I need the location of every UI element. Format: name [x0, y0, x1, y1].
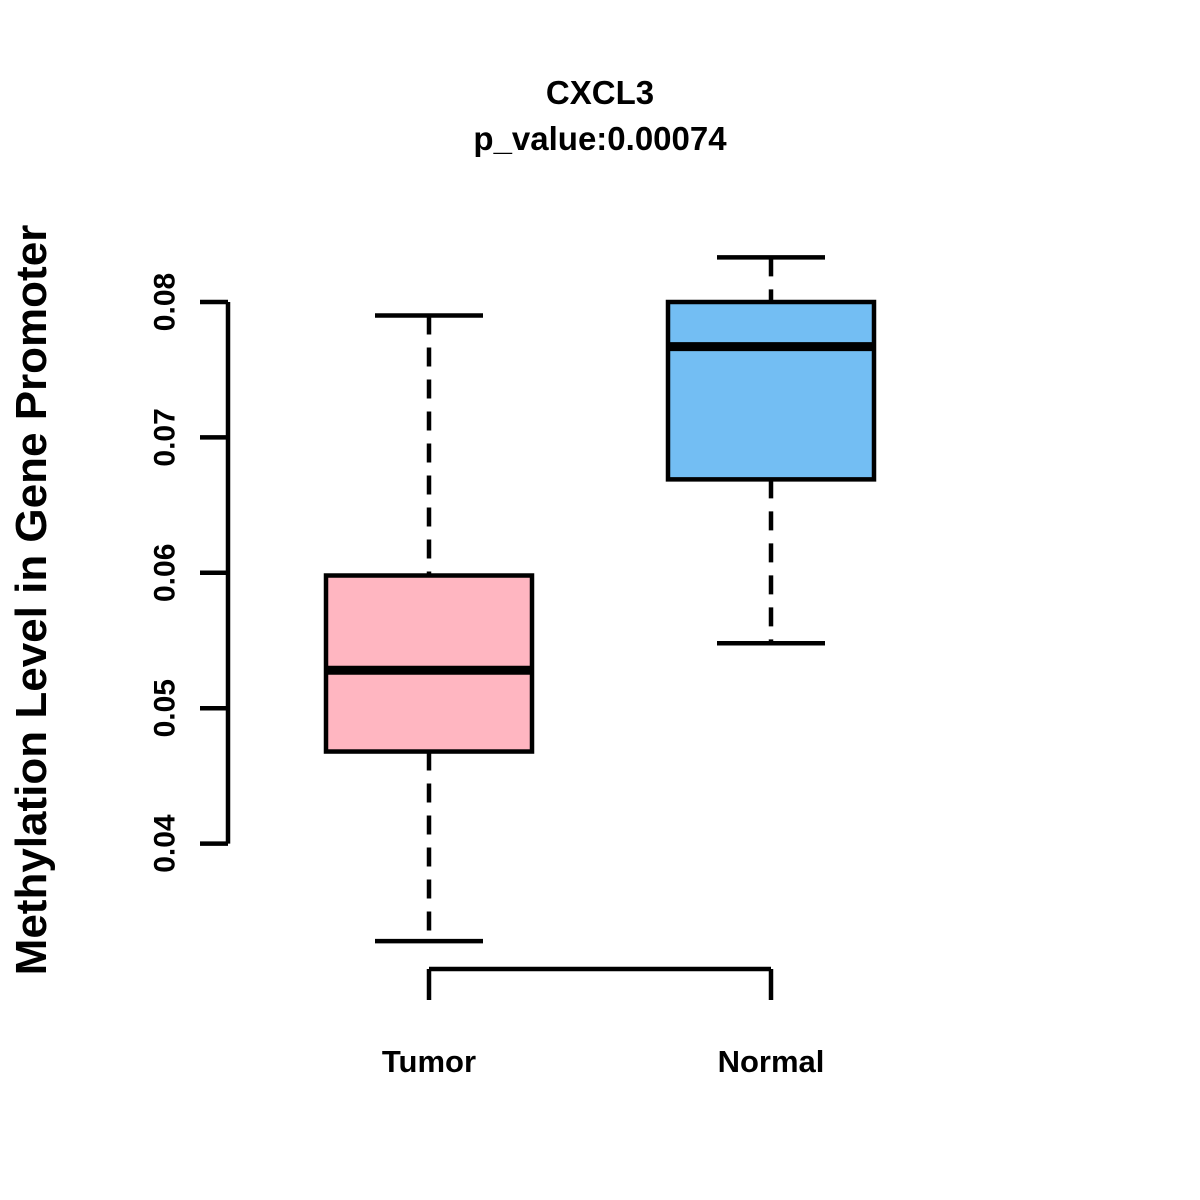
y-tick-label: 0.07: [149, 408, 182, 466]
y-tick-label: 0.05: [149, 679, 182, 737]
x-tick-label-normal: Normal: [717, 1044, 825, 1079]
tumor-iqr-box: [323, 573, 535, 754]
y-tick-label: 0.04: [149, 814, 182, 873]
x-tick-label-tumor: Tumor: [381, 1044, 477, 1079]
normal-iqr-box: [665, 299, 877, 482]
y-tick-label: 0.06: [149, 544, 182, 602]
y-tick-label: 0.08: [149, 273, 182, 331]
chart-title: CXCL3: [545, 74, 655, 111]
chart-subtitle-pvalue: p_value:0.00074: [473, 120, 727, 157]
